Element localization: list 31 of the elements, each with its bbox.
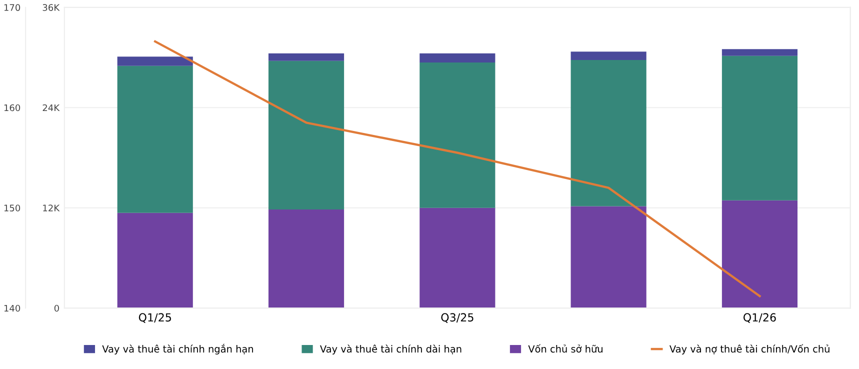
legend-label: Vốn chủ sở hữu xyxy=(528,344,602,353)
bar xyxy=(570,206,646,308)
y2-tick-label: 160 xyxy=(4,104,20,112)
bar xyxy=(570,60,646,206)
bar xyxy=(117,66,193,213)
y-tick-label: 0 xyxy=(54,304,59,312)
legend-label: Vay và nợ thuê tài chính/Vốn chủ xyxy=(670,344,830,354)
line-series xyxy=(154,40,761,298)
bar xyxy=(268,53,344,61)
bar xyxy=(722,200,798,308)
bar xyxy=(268,210,344,308)
y2-tick-label: 150 xyxy=(4,204,20,212)
legend-label: Vay và thuê tài chính ngắn hạn xyxy=(102,344,253,354)
bar xyxy=(570,52,646,60)
legend-label: Vay và thuê tài chính dài hạn xyxy=(320,344,462,354)
bar xyxy=(722,49,798,56)
x-tick-label: Q1/26 xyxy=(743,313,776,323)
bar xyxy=(420,62,496,208)
bar xyxy=(420,53,496,63)
y-tick-label: 12K xyxy=(43,204,60,212)
y2-tick-label: 140 xyxy=(4,304,20,312)
y-tick-label: 24K xyxy=(42,104,60,112)
x-tick-label: Q1/25 xyxy=(138,313,171,323)
bar xyxy=(420,208,496,308)
bar xyxy=(117,56,193,66)
y-tick-label: 36K xyxy=(42,4,60,11)
y2-tick-label: 170 xyxy=(4,4,20,11)
bar xyxy=(722,56,798,200)
x-tick-label: Q3/25 xyxy=(441,313,474,323)
bar xyxy=(117,212,193,308)
bar xyxy=(268,60,344,210)
